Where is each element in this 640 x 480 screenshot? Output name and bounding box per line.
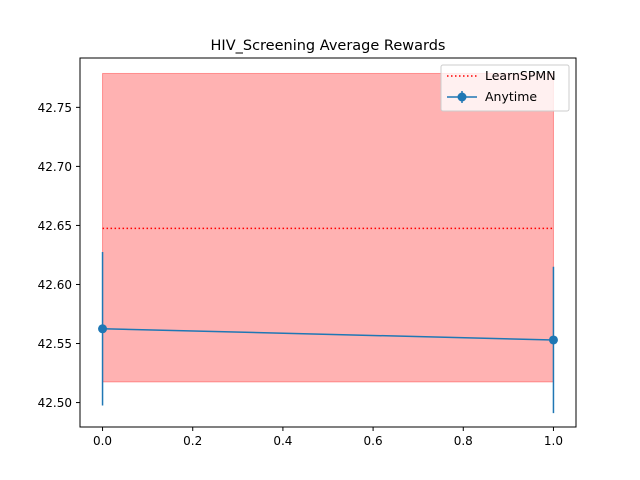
y-tick-label: 42.50 (38, 396, 72, 410)
x-tick-label: 0.6 (364, 434, 383, 448)
x-axis-ticks: 0.0 0.2 0.4 0.6 0.8 1.0 (93, 427, 563, 448)
series-layer (98, 252, 558, 414)
legend-frame (440, 64, 570, 112)
anytime-point (98, 324, 108, 334)
y-tick-label: 42.75 (38, 101, 72, 115)
anytime-line (102, 328, 554, 341)
legend-learnspmn-label: LearnSPMN (485, 68, 556, 83)
legend: LearnSPMN Anytime (440, 64, 570, 112)
x-tick-label: 0.8 (454, 434, 473, 448)
y-tick-label: 42.55 (38, 337, 72, 351)
y-tick-label: 42.65 (38, 219, 72, 233)
axes-frame (79, 57, 577, 428)
legend-anytime-label: Anytime (485, 89, 537, 104)
x-tick-label: 0.4 (273, 434, 292, 448)
chart-title: HIV_Screening Average Rewards (211, 38, 446, 54)
x-tick-label: 0.0 (93, 434, 112, 448)
x-tick-label: 0.2 (183, 434, 202, 448)
y-tick-label: 42.70 (38, 160, 72, 174)
y-axis-ticks: 42.50 42.55 42.60 42.65 42.70 42.75 (38, 101, 80, 410)
legend-anytime-marker (457, 92, 467, 102)
y-tick-label: 42.60 (38, 278, 72, 292)
plot-frame (79, 57, 577, 428)
anytime-point (548, 335, 558, 345)
x-tick-label: 1.0 (544, 434, 563, 448)
